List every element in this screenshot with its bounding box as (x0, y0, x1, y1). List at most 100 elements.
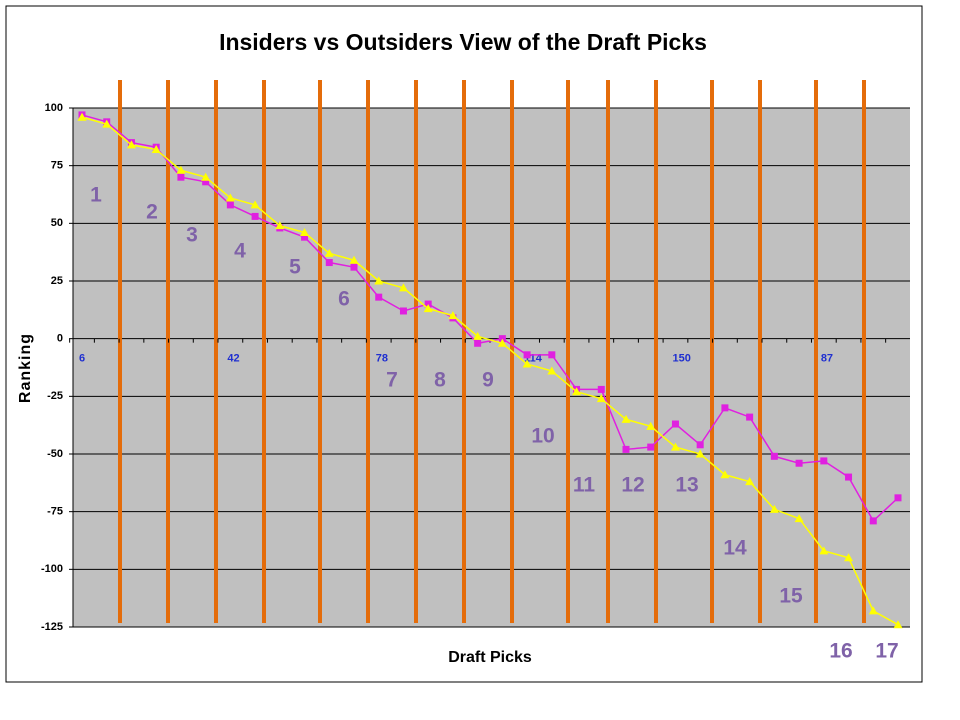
point-marker (522, 359, 532, 368)
round-label: 4 (234, 240, 246, 263)
x-tick-label: 150 (672, 353, 690, 365)
point-marker (746, 413, 754, 421)
point-marker (548, 351, 556, 359)
point-marker (177, 173, 185, 181)
point-marker (820, 457, 828, 465)
point-marker (102, 119, 112, 128)
round-label: 7 (386, 369, 398, 392)
point-marker (845, 473, 853, 481)
round-label: 15 (779, 585, 803, 608)
point-marker (596, 394, 606, 403)
point-marker (251, 212, 259, 220)
y-tick-label: 75 (51, 160, 63, 172)
point-marker (572, 387, 582, 396)
point-marker (325, 259, 333, 267)
point-marker (597, 385, 605, 393)
round-label: 12 (621, 474, 644, 497)
point-marker (201, 172, 211, 181)
chart-title: Insiders vs Outsiders View of the Draft … (219, 29, 707, 55)
point-marker (498, 335, 506, 343)
point-marker (646, 421, 656, 430)
point-marker (844, 553, 854, 562)
round-label: 16 (829, 640, 852, 663)
point-marker (720, 470, 730, 479)
point-marker (795, 459, 803, 467)
point-marker (474, 339, 482, 347)
point-marker (301, 233, 309, 241)
point-marker (300, 228, 310, 237)
point-marker (547, 366, 557, 375)
y-tick-label: 100 (45, 102, 63, 114)
round-label: 14 (723, 537, 747, 560)
point-marker (769, 504, 779, 513)
point-marker (226, 201, 234, 209)
point-marker (497, 338, 507, 347)
point-marker (745, 477, 755, 486)
point-marker (176, 165, 186, 174)
x-tick-label: 78 (376, 353, 388, 365)
point-marker (350, 263, 358, 271)
point-marker (398, 283, 408, 292)
round-label: 1 (90, 184, 102, 207)
point-marker (250, 200, 260, 209)
round-label: 10 (531, 425, 554, 448)
point-marker (893, 620, 903, 629)
round-label: 17 (875, 640, 898, 663)
point-marker (448, 311, 458, 320)
point-marker (869, 517, 877, 525)
point-marker (622, 445, 630, 453)
round-label: 5 (289, 256, 301, 279)
point-marker (202, 178, 210, 186)
point-marker (721, 404, 729, 412)
x-tick-label: 6 (79, 353, 85, 365)
point-marker (819, 546, 829, 555)
point-marker (523, 351, 531, 359)
point-marker (374, 276, 384, 285)
y-tick-label: 50 (51, 217, 63, 229)
point-marker (696, 441, 704, 449)
point-marker (894, 494, 902, 502)
point-marker (794, 514, 804, 523)
point-marker (770, 452, 778, 460)
point-marker (399, 307, 407, 315)
round-label: 8 (434, 369, 446, 392)
point-marker (349, 255, 359, 264)
point-marker (324, 248, 334, 257)
y-tick-label: -125 (41, 621, 63, 633)
point-marker (695, 449, 705, 458)
point-marker (647, 443, 655, 451)
y-tick-label: -100 (41, 563, 63, 575)
point-marker (225, 193, 235, 202)
point-marker (424, 300, 432, 308)
y-tick-label: 25 (51, 275, 63, 287)
point-marker (868, 606, 878, 615)
x-axis-title: Draft Picks (448, 649, 532, 666)
y-tick-label: -50 (47, 448, 63, 460)
y-tick-label: -75 (47, 506, 63, 518)
point-marker (671, 420, 679, 428)
y-axis-title: Ranking (17, 333, 34, 403)
point-marker (375, 293, 383, 301)
round-label: 3 (186, 224, 198, 247)
point-marker (423, 304, 433, 313)
point-marker (621, 414, 631, 423)
round-label: 6 (338, 288, 350, 311)
point-marker (275, 221, 285, 230)
point-marker (77, 112, 87, 121)
round-label: 2 (146, 201, 158, 224)
point-marker (126, 140, 136, 149)
round-label: 11 (573, 474, 596, 497)
y-tick-label: 0 (57, 333, 63, 345)
x-tick-label: 87 (821, 353, 833, 365)
series-line (81, 116, 899, 626)
x-tick-label: 42 (227, 353, 239, 365)
y-tick-label: -25 (47, 390, 63, 402)
round-label: 9 (482, 369, 494, 392)
round-label: 13 (675, 474, 698, 497)
point-marker (473, 331, 483, 340)
series-line (81, 114, 899, 523)
plot-area (73, 108, 910, 627)
point-marker (151, 145, 161, 154)
point-marker (670, 442, 680, 451)
